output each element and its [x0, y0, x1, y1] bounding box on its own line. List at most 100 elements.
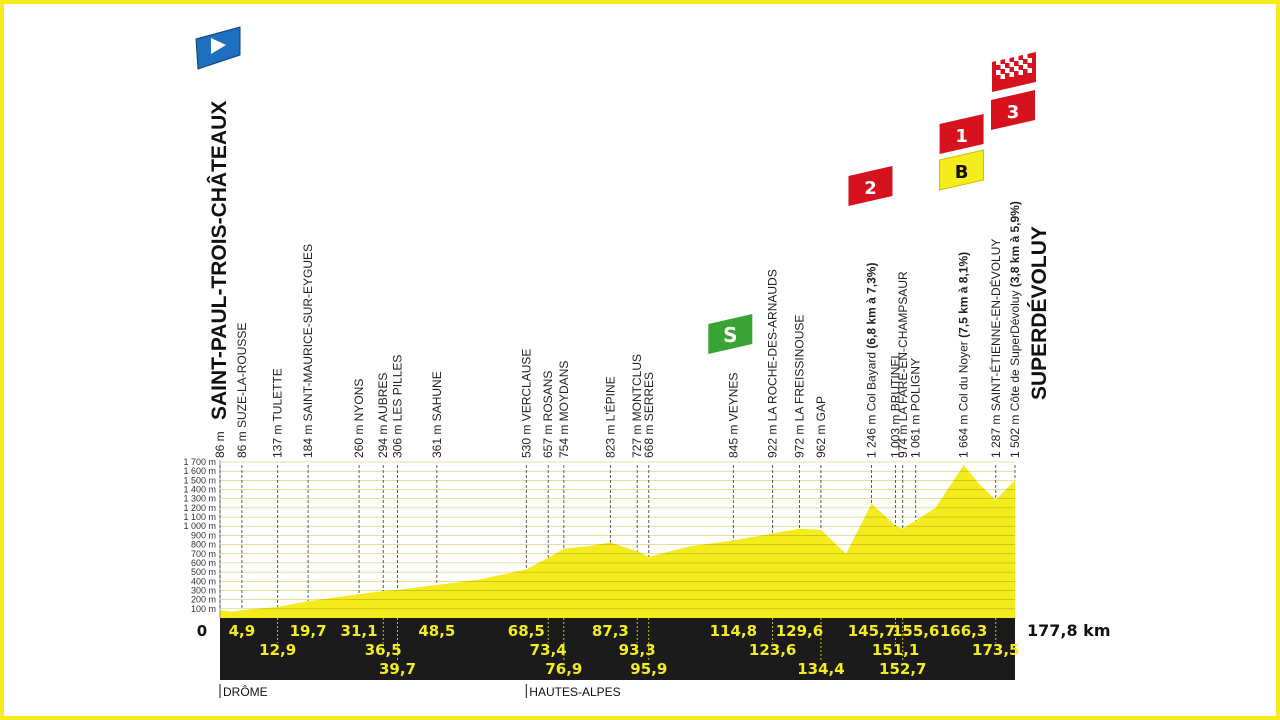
point-label: 974 m LA FARE-EN-CHAMPSAUR	[896, 271, 910, 458]
point-name: GAP	[814, 396, 828, 421]
point-label: 657 m ROSANS	[541, 371, 555, 458]
marker-label: 3	[1007, 102, 1020, 123]
bonus-point-icon: B	[939, 149, 985, 191]
point-name: VEYNES	[726, 373, 740, 422]
point-name: L'ÉPINE	[602, 376, 617, 421]
department-name: DRÔME	[223, 684, 268, 699]
km-label: 36,5	[365, 641, 402, 659]
km-label: 73,4	[530, 641, 567, 659]
km-label: 155,6	[892, 622, 939, 640]
point-altitude: 962 m	[814, 421, 828, 458]
elevation-profile-area	[220, 465, 1015, 618]
point-label: 1 287 m SAINT-ÉTIENNE-EN-DÉVOLUY	[988, 239, 1003, 458]
climb-details: (6,8 km à 7,3%)	[865, 263, 879, 349]
point-label: 668 m SERRES	[642, 372, 656, 458]
point-labels: 86 m 86 m SUZE-LA-ROUSSE 137 m TULETTE 184…	[213, 201, 1022, 458]
climb-name: Côte de SuperDévoluy	[1008, 287, 1022, 411]
point-name: AUBRES	[376, 373, 390, 422]
point-name: LES PILLES	[391, 355, 405, 422]
km-label: 166,3	[940, 622, 987, 640]
km-label: 87,3	[592, 622, 629, 640]
climb-details: (3,8 km à 5,9%)	[1008, 201, 1022, 287]
marker-label: 2	[864, 178, 877, 199]
km-label: 68,5	[508, 622, 545, 640]
point-altitude: 530 m	[519, 421, 533, 458]
altitude-tick-label: 800 m	[191, 540, 216, 550]
start-flag-icon	[195, 26, 241, 70]
point-label: 86 m SUZE-LA-ROUSSE	[235, 323, 249, 458]
point-label: 1 502 m Côte de SuperDévoluy (3,8 km à 5…	[1008, 201, 1022, 458]
point-label: 137 m TULETTE	[271, 368, 285, 458]
point-label: 1 003 m BRUTINEL	[889, 352, 903, 458]
altitude-tick-label: 1 000 m	[183, 521, 216, 531]
altitude-tick-label: 900 m	[191, 530, 216, 540]
km-label: 129,6	[776, 622, 823, 640]
point-label: 972 m LA FREISSINOUSE	[793, 315, 807, 458]
point-name: BRUTINEL	[889, 352, 903, 412]
point-name: LA FREISSINOUSE	[793, 315, 807, 422]
altitude-tick-label: 1 500 m	[183, 475, 216, 485]
climb-category-icon: 3	[991, 90, 1035, 130]
point-altitude: 974 m	[896, 421, 910, 458]
point-altitude: 1 003 m	[889, 411, 903, 458]
point-altitude: 86 m	[235, 428, 249, 458]
km-label: 151,1	[872, 641, 919, 659]
point-name: TULETTE	[271, 368, 285, 421]
km-label: 19,7	[290, 622, 327, 640]
point-altitude: 294 m	[376, 422, 390, 458]
point-altitude: 1 061 m	[909, 411, 923, 458]
point-name: ROSANS	[541, 371, 555, 422]
point-label: 1 061 m POLIGNY	[909, 358, 923, 458]
km-label: 76,9	[545, 660, 582, 678]
point-name: LA ROCHE-DES-ARNAUDS	[766, 269, 780, 421]
km-label: 134,4	[797, 660, 844, 678]
point-altitude: 1 287 m	[989, 411, 1003, 458]
distance-band	[220, 618, 1015, 680]
km-label: 39,7	[379, 660, 416, 678]
km-label: 4,9	[229, 622, 256, 640]
point-label: 294 m AUBRES	[376, 373, 390, 458]
km-label: 173,5	[972, 641, 1019, 659]
point-name: SUZE-LA-ROUSSE	[235, 323, 249, 428]
point-name: SAINT-MAURICE-SUR-EYGUES	[301, 244, 315, 421]
point-label: 361 m SAHUNE	[430, 371, 444, 458]
point-label: 754 m MOYDANS	[557, 361, 571, 458]
km-label: 12,9	[259, 641, 296, 659]
point-altitude: 727 m	[630, 421, 644, 458]
point-altitude: 184 m	[301, 421, 315, 458]
intermediate-sprint-icon: S	[708, 314, 753, 354]
point-name: MONTCLUS	[630, 354, 644, 421]
altitude-tick-label: 500 m	[191, 567, 216, 577]
climb-name: Col du Noyer	[957, 338, 971, 411]
point-altitude: 86 m	[213, 431, 227, 458]
point-label: 962 m GAP	[814, 396, 828, 458]
point-label: 1 246 m Col Bayard (6,8 km à 7,3%)	[865, 263, 879, 458]
km-label: 123,6	[749, 641, 796, 659]
marker-label: B	[955, 162, 969, 183]
km-label: 95,9	[630, 660, 667, 678]
climb-name: Col Bayard	[865, 349, 879, 412]
altitude-tick-label: 300 m	[191, 585, 216, 595]
climb-details: (7,5 km à 8,1%)	[957, 252, 971, 338]
markers: S 2 1 B 3	[195, 26, 1036, 354]
point-name: VERCLAUSE	[519, 349, 533, 422]
climb-category-icon: 2	[848, 166, 893, 206]
altitude-tick-label: 400 m	[191, 576, 216, 586]
km-label: 152,7	[879, 660, 926, 678]
altitude-tick-label: 1 100 m	[183, 512, 216, 522]
km-label: 31,1	[341, 622, 378, 640]
point-altitude: 1 502 m	[1008, 411, 1022, 458]
point-altitude: 668 m	[642, 421, 656, 458]
point-label: 306 m LES PILLES	[391, 355, 405, 458]
checkered-finish-flag-icon	[992, 52, 1036, 92]
point-name: MOYDANS	[557, 361, 571, 422]
point-altitude: 845 m	[726, 421, 740, 458]
point-name: POLIGNY	[909, 358, 923, 411]
point-altitude: 657 m	[541, 421, 555, 458]
point-name: SERRES	[642, 372, 656, 421]
point-label: 823 m L'ÉPINE	[602, 376, 617, 458]
point-altitude: 754 m	[557, 421, 571, 458]
point-name: LA FARE-EN-CHAMPSAUR	[896, 271, 910, 421]
point-label: 530 m VERCLAUSE	[519, 349, 533, 458]
marker-label: S	[723, 323, 737, 347]
